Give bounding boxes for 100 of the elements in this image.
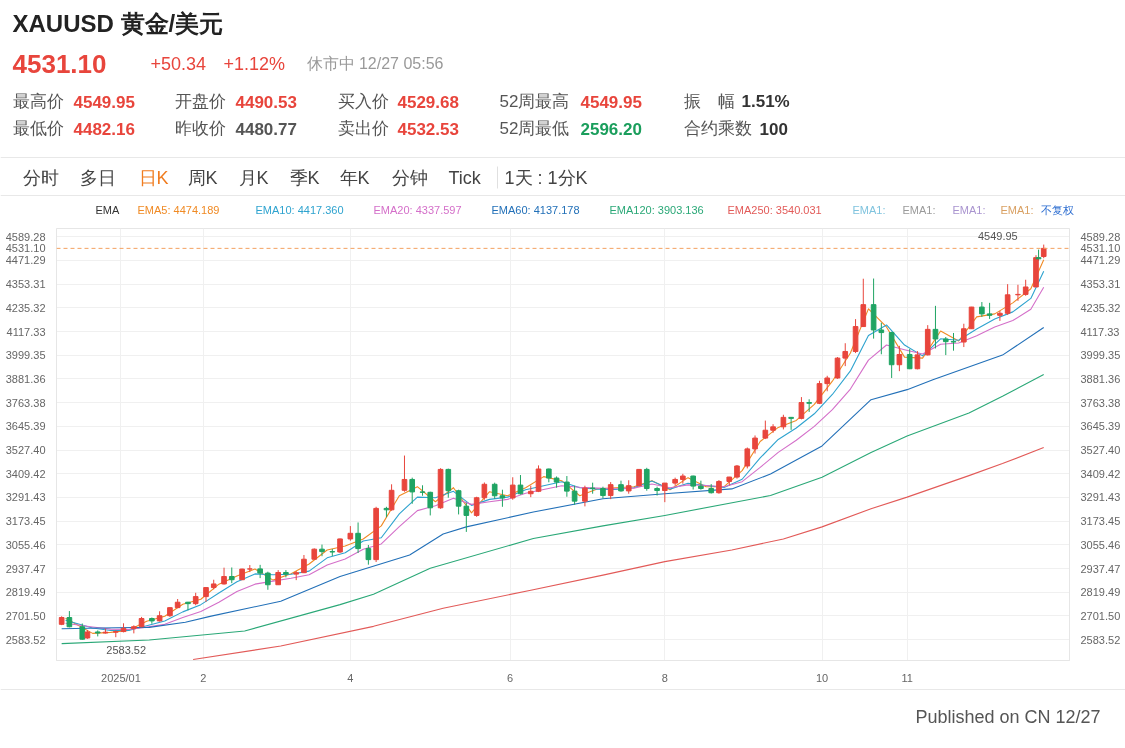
text: EMA250: 3540.031: [727, 203, 822, 216]
text: EMA1:: [952, 203, 986, 216]
text: 52周最高: [499, 92, 570, 111]
candlestick: [564, 475, 570, 498]
text: 4549.95: [73, 92, 135, 112]
candlestick: [680, 473, 686, 485]
candlestick: [571, 485, 578, 506]
y-tick-label: 3173.45: [5, 515, 46, 528]
y2-tick-label: 2701.50: [1080, 609, 1121, 622]
x-tick-label: 2025/01: [101, 671, 141, 684]
y-tick-label: 2937.47: [5, 562, 46, 575]
candlestick: [409, 477, 416, 505]
text: Published on CN 12/27: [915, 706, 1101, 727]
text: 4482.16: [73, 119, 135, 139]
candlestick: [365, 544, 372, 566]
candlestick: [942, 336, 949, 356]
y2-tick-label: 2819.49: [1080, 586, 1121, 599]
candlestick: [997, 310, 1003, 322]
y-tick-label: 2819.49: [5, 586, 46, 599]
text: 4490.53: [235, 92, 297, 112]
candlestick: [283, 569, 289, 578]
candlestick: [445, 468, 452, 499]
x-tick-label: 4: [347, 671, 354, 684]
y2-tick-label: 4353.31: [1080, 278, 1121, 291]
text: EMA5: 4474.189: [137, 203, 220, 216]
text: 月K: [238, 167, 269, 188]
text: EMA60: 4137.178: [491, 203, 580, 216]
x-tick-label: 10: [815, 671, 829, 684]
y2-tick-label: 2583.52: [1080, 633, 1121, 646]
text: +50.34: [150, 54, 207, 74]
y-tick-label: 3999.35: [5, 349, 46, 362]
text: EMA120: 3903.136: [609, 203, 704, 216]
text: 1.51%: [741, 92, 790, 111]
y-tick-label: 3881.36: [5, 372, 46, 385]
candlestick: [860, 278, 867, 328]
candlestick: [221, 567, 227, 586]
text: 4549.95: [580, 92, 642, 112]
y-tick-label: 4235.32: [5, 301, 46, 314]
text: 开盘价: [174, 92, 226, 111]
text: 多日: [79, 167, 116, 188]
candlestick: [662, 482, 668, 503]
text: 休市中 12/27 05:56: [306, 55, 444, 72]
text: EMA10: 4417.360: [255, 203, 344, 216]
candlestick: [968, 306, 975, 330]
y2-tick-label: 4117.33: [1080, 325, 1120, 338]
candlestick: [932, 305, 939, 349]
y2-tick-label: 3527.40: [1080, 444, 1121, 457]
text: 最高价: [12, 92, 64, 111]
y2-tick-label: 3173.45: [1080, 515, 1121, 528]
candlestick: [698, 480, 704, 491]
candlestick: [388, 483, 395, 512]
y2-tick-label: 4235.32: [1080, 301, 1121, 314]
candlestick: [842, 342, 849, 367]
text: EMA1:: [1000, 203, 1034, 216]
y2-tick-label: 4589.28: [1080, 230, 1121, 243]
y-tick-label: 3763.38: [5, 396, 46, 409]
text: 52周最低: [499, 119, 570, 138]
y2-tick-label: 3999.35: [1080, 349, 1121, 362]
y-tick-label: 4353.31: [5, 278, 46, 291]
text: 分钟: [391, 167, 428, 188]
y2-tick-label: 3291.43: [1080, 491, 1121, 504]
y-tick-label: 3527.40: [5, 444, 46, 457]
candlestick: [961, 323, 967, 348]
text: 4531.10: [12, 48, 107, 79]
text: 4529.68: [397, 92, 459, 112]
text: 昨收价: [174, 119, 226, 138]
candlestick: [185, 601, 191, 611]
x-tick-label: 8: [661, 671, 668, 684]
candlestick: [582, 485, 588, 507]
text: 不复权: [1040, 203, 1074, 216]
text: +1.12%: [223, 53, 286, 74]
text: 年K: [339, 167, 370, 188]
y-tick-label: 2701.50: [5, 609, 46, 622]
candlestick: [455, 489, 462, 515]
text: 100: [759, 119, 788, 139]
candlestick: [355, 521, 361, 554]
y2-tick-label: 2937.47: [1080, 562, 1121, 575]
y2-tick-label: 3645.39: [1080, 420, 1121, 433]
line-series: [192, 446, 1045, 661]
ref-line-label: 4531.10: [5, 242, 46, 255]
text: 季K: [289, 167, 320, 188]
y2-tick-label: 4471.29: [1080, 254, 1121, 267]
text: EMA1:: [902, 203, 936, 216]
candlestick: [788, 416, 794, 431]
text: EMA20: 4337.597: [373, 203, 462, 216]
text: 分时: [22, 167, 59, 188]
y-tick-label: 3055.46: [5, 538, 46, 551]
text: 合约乘数: [683, 119, 752, 138]
y-tick-label: 4589.28: [5, 230, 46, 243]
text: XAUUSD 黄金/美元: [12, 10, 224, 37]
y2-tick-label: 3055.46: [1080, 538, 1121, 551]
line-series: [61, 374, 1045, 645]
x-tick-label: 2: [200, 671, 207, 684]
text: EMA1:: [852, 203, 886, 216]
candlestick: [643, 467, 650, 492]
candlestick: [419, 484, 426, 497]
candlestick: [752, 434, 758, 455]
candlestick: [517, 474, 524, 496]
text: 周K: [187, 167, 218, 188]
text: 2596.20: [580, 119, 642, 139]
